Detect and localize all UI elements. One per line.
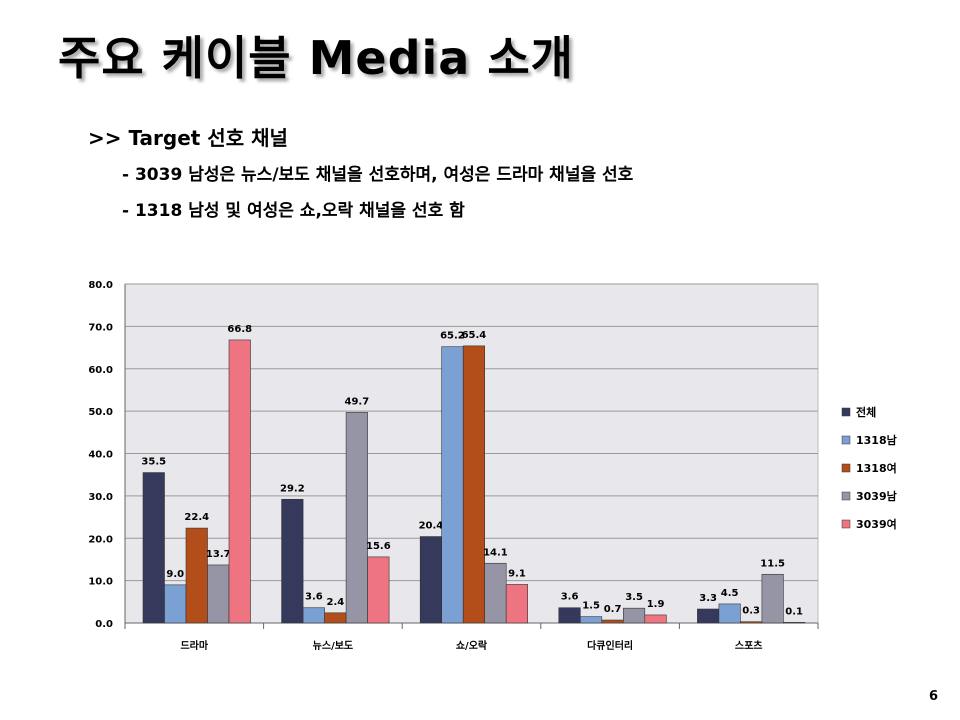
- data-label: 20.4: [419, 521, 444, 532]
- bar: [207, 564, 230, 624]
- bar: [740, 621, 763, 624]
- legend-swatch: [841, 435, 851, 445]
- bar: [558, 607, 581, 624]
- y-tick-label: 0.0: [95, 619, 113, 630]
- data-label: 3.5: [625, 592, 643, 603]
- bar: [601, 619, 624, 624]
- legend-label: 3039남: [856, 490, 897, 503]
- bar: [622, 607, 646, 624]
- bar: [324, 612, 347, 624]
- bar: [462, 345, 486, 624]
- legend-swatch: [841, 519, 851, 529]
- data-label: 13.7: [206, 549, 231, 560]
- slide-title: 주요 케이블 Media 소개: [58, 31, 574, 85]
- legend-swatch: [841, 491, 851, 501]
- bullet-2: - 1318 남성 및 여성은 쇼,오락 채널을 선호 함: [122, 201, 465, 221]
- bar: [345, 412, 368, 624]
- bar: [783, 622, 806, 624]
- data-label: 1.5: [582, 601, 600, 612]
- legend-swatch: [841, 463, 851, 473]
- bar: [761, 573, 784, 624]
- bar: [281, 498, 304, 624]
- data-label: 65.4: [462, 330, 487, 341]
- bar: [718, 603, 741, 624]
- data-label: 2.4: [326, 597, 344, 608]
- data-label: 9.0: [166, 569, 184, 580]
- y-tick-label: 60.0: [88, 365, 113, 376]
- category-label: 스포츠: [735, 639, 763, 652]
- legend-label: 전체: [856, 405, 876, 419]
- data-label: 22.4: [184, 512, 209, 523]
- category-label: 뉴스/보도: [313, 640, 353, 652]
- data-label: 14.1: [483, 547, 508, 558]
- legend-label: 1318여: [856, 461, 897, 475]
- legend-swatch: [841, 407, 851, 417]
- y-tick-label: 30.0: [88, 492, 113, 503]
- data-label: 0.1: [785, 607, 803, 618]
- data-label: 65.2: [440, 331, 465, 342]
- data-label: 35.5: [141, 457, 166, 468]
- bar: [484, 562, 507, 624]
- data-label: 66.8: [227, 324, 252, 335]
- y-tick-label: 70.0: [88, 322, 113, 333]
- y-tick-label: 50.0: [88, 407, 113, 418]
- bar: [441, 346, 464, 624]
- bullet-1: - 3039 남성은 뉴스/보도 채널을 선호하며, 여성은 드라마 채널을 선…: [122, 165, 634, 185]
- data-label: 3.3: [699, 593, 717, 604]
- bar: [697, 608, 720, 624]
- bar: [185, 527, 208, 624]
- category-label: 다큐인터리: [587, 639, 633, 652]
- bar: [419, 536, 443, 624]
- bar: [302, 607, 325, 624]
- page-number: 6: [928, 689, 938, 704]
- data-label: 0.7: [604, 604, 622, 615]
- bar: [505, 584, 529, 624]
- y-tick-label: 20.0: [88, 534, 113, 545]
- y-tick-label: 80.0: [88, 280, 113, 291]
- category-label: 드라마: [180, 639, 208, 652]
- data-label: 3.6: [561, 592, 579, 603]
- bar: [164, 584, 187, 624]
- slide-subtitle: >> Target 선호 채널: [88, 126, 288, 150]
- data-label: 29.2: [280, 483, 305, 494]
- data-label: 15.6: [366, 541, 391, 552]
- data-label: 11.5: [760, 558, 785, 569]
- data-label: 0.3: [742, 606, 760, 617]
- data-label: 9.1: [508, 568, 526, 579]
- data-label: 4.5: [721, 588, 739, 599]
- legend-label: 1318남: [856, 434, 897, 447]
- bar: [644, 614, 667, 624]
- bar: [367, 556, 390, 624]
- legend-label: 3039여: [856, 517, 897, 531]
- y-tick-label: 40.0: [88, 450, 113, 461]
- data-label: 1.9: [647, 599, 665, 610]
- data-label: 49.7: [345, 396, 370, 407]
- bar: [142, 472, 165, 624]
- bar: [228, 339, 251, 624]
- bar: [579, 616, 603, 624]
- y-tick-label: 10.0: [88, 577, 113, 588]
- data-label: 3.6: [305, 592, 323, 603]
- category-label: 쇼/오락: [456, 640, 488, 652]
